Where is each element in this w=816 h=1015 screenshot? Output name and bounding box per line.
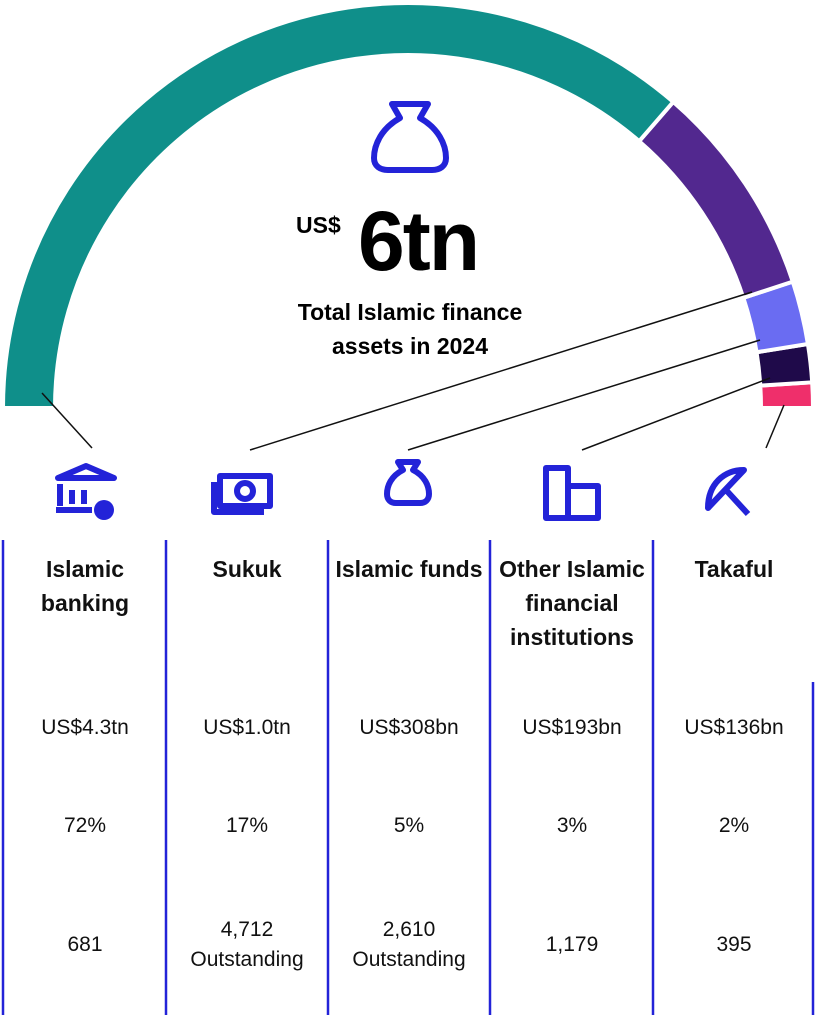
amount: US$4.3tn [41,716,129,739]
category-name: Takaful [694,556,774,582]
arc-segment [636,99,796,301]
category-name: Islamic banking [40,556,130,616]
percentage: 72% [63,814,107,837]
subtitle: Total Islamic finance assets in 2024 [297,299,523,359]
count: 681 [67,933,103,956]
percentage: 3% [556,814,588,837]
center-prefix: US$ [296,212,341,238]
amount: US$1.0tn [203,716,291,739]
leader-lines [41,291,785,451]
category-name: Sukuk [212,556,282,582]
icons [55,101,751,521]
arc-segment [754,341,815,388]
category-name: Islamic funds [335,556,483,582]
count: 2,610 Outstanding [352,918,466,971]
category-name: Other Islamic financial institutions [499,556,645,650]
percentage: 2% [718,814,750,837]
arc-segment [0,1,677,410]
count: 395 [716,933,752,956]
table-rules [1,540,815,1015]
center-value: 6tn [358,194,480,288]
percentage: 17% [225,814,269,837]
amount: US$193bn [522,716,622,739]
amount: US$136bn [684,716,784,739]
arc-segment [740,279,811,355]
count: 4,712 Outstanding [190,918,304,971]
amount: US$308bn [359,716,459,739]
percentage: 5% [393,814,425,837]
count: 1,179 [545,933,599,956]
